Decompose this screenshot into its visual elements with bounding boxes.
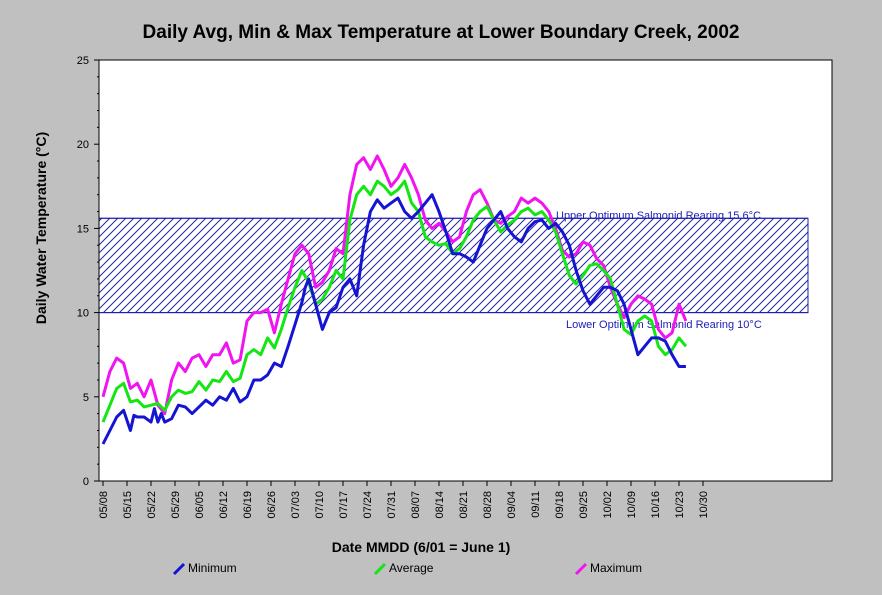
x-tick-label: 09/25 bbox=[578, 491, 590, 519]
lower-band-label: Lower Optimum Salmonid Rearing 10°C bbox=[566, 319, 762, 331]
x-tick-label: 09/18 bbox=[554, 491, 566, 519]
legend-marker-maximum bbox=[574, 562, 588, 576]
x-tick-label: 07/03 bbox=[290, 491, 302, 519]
series-line-minimum bbox=[101, 193, 686, 445]
x-tick-label: 05/08 bbox=[98, 491, 110, 519]
y-tick-label: 10 bbox=[77, 308, 89, 320]
legend-item-average: Average bbox=[373, 561, 434, 576]
y-axis-title: Daily Water Temperature (°C) bbox=[33, 132, 49, 324]
series-group bbox=[101, 154, 688, 445]
x-tick-label: 05/22 bbox=[146, 491, 158, 519]
x-tick-label: 06/05 bbox=[194, 491, 206, 519]
x-tick-label: 10/02 bbox=[602, 491, 614, 519]
y-tick-label: 0 bbox=[83, 476, 89, 488]
x-tick-label: 09/11 bbox=[530, 491, 542, 518]
chart-title: Daily Avg, Min & Max Temperature at Lowe… bbox=[143, 22, 740, 43]
x-tick-label: 08/14 bbox=[434, 491, 446, 519]
x-tick-label: 05/29 bbox=[170, 491, 182, 519]
x-tick-label: 07/31 bbox=[386, 491, 398, 519]
y-axis: 0 5 10 15 20 25 bbox=[77, 55, 100, 488]
legend-item-minimum: Minimum bbox=[172, 561, 237, 576]
x-tick-label: 08/28 bbox=[482, 491, 494, 519]
x-tick-label: 10/30 bbox=[698, 491, 710, 519]
x-tick-label: 07/17 bbox=[338, 491, 350, 519]
y-tick-label: 5 bbox=[83, 392, 89, 404]
x-tick-label: 08/07 bbox=[410, 491, 422, 519]
series-line-average bbox=[101, 179, 688, 423]
x-tick-label: 10/16 bbox=[650, 491, 662, 519]
legend-label-minimum: Minimum bbox=[188, 561, 237, 575]
series-line-maximum bbox=[101, 154, 688, 416]
x-tick-label: 06/26 bbox=[266, 491, 278, 519]
x-axis: 05/08 05/15 05/22 05/29 06/05 06/12 06/19 06/26… bbox=[98, 480, 832, 519]
y-tick-label: 20 bbox=[77, 139, 89, 151]
x-tick-label: 07/10 bbox=[314, 491, 326, 519]
legend: Minimum Average Maximum bbox=[172, 561, 642, 576]
y-tick-label: 25 bbox=[77, 55, 89, 67]
x-tick-label: 06/19 bbox=[242, 491, 254, 519]
legend-label-maximum: Maximum bbox=[590, 561, 642, 575]
x-tick-label: 10/23 bbox=[674, 491, 686, 519]
legend-marker-minimum bbox=[172, 562, 186, 576]
legend-label-average: Average bbox=[389, 561, 434, 575]
x-tick-label: 06/12 bbox=[218, 491, 230, 519]
x-tick-label: 07/24 bbox=[362, 491, 374, 519]
x-tick-label: 08/21 bbox=[458, 491, 470, 519]
legend-marker-average bbox=[373, 562, 387, 576]
optimum-rearing-band bbox=[99, 218, 808, 313]
x-axis-title: Date MMDD (6/01 = June 1) bbox=[332, 539, 511, 555]
x-tick-label: 05/15 bbox=[122, 491, 134, 519]
y-tick-label: 15 bbox=[77, 223, 89, 235]
x-tick-label: 10/09 bbox=[626, 491, 638, 519]
upper-band-label: Upper Optimum Salmonid Rearing 15.6°C bbox=[556, 210, 761, 222]
x-tick-label: 09/04 bbox=[506, 491, 518, 519]
legend-item-maximum: Maximum bbox=[574, 561, 642, 576]
